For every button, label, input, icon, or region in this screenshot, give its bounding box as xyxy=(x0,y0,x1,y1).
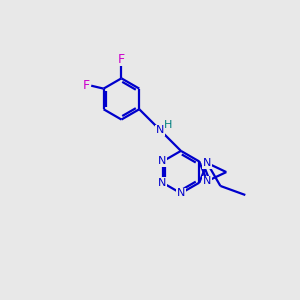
Text: N: N xyxy=(158,178,167,188)
Text: N: N xyxy=(158,157,167,166)
Text: N: N xyxy=(203,158,211,168)
Text: H: H xyxy=(164,120,172,130)
Text: F: F xyxy=(118,53,125,66)
Text: F: F xyxy=(82,79,89,92)
Text: N: N xyxy=(156,125,164,135)
Text: N: N xyxy=(177,188,185,198)
Text: N: N xyxy=(203,176,211,186)
